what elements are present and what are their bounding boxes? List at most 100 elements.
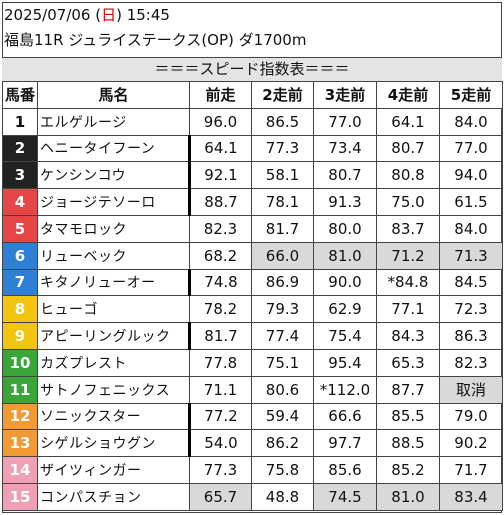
horse-name: キタノリューオー	[37, 268, 191, 297]
speed-index-value: 75.1	[251, 348, 314, 377]
speed-index-value: 78.2	[189, 295, 252, 324]
col-header-horse-name: 馬名	[37, 81, 190, 109]
speed-index-value: 71.1	[189, 375, 252, 404]
horse-number: 9	[2, 322, 38, 350]
speed-index-value: 95.4	[313, 348, 377, 377]
day-of-week: 日	[101, 6, 117, 24]
horse-number: 4	[2, 188, 38, 216]
table-row: 8 ヒューゴ 78.2 79.3 62.9 77.1 72.3	[2, 295, 503, 324]
speed-index-value: 68.2	[189, 241, 252, 270]
table-row: 6 リューベック 68.2 66.0 81.0 71.2 71.3	[2, 241, 503, 270]
horse-number: 8	[2, 295, 38, 324]
horse-name: ソニックスター	[37, 402, 191, 431]
speed-index-value: 71.3	[439, 241, 503, 270]
speed-index-value: 77.8	[189, 348, 252, 377]
horse-number: 10	[2, 348, 38, 377]
speed-index-value: 80.8	[376, 161, 440, 190]
horse-name: ザイツィンガー	[37, 456, 190, 484]
speed-index-value: 77.0	[313, 107, 377, 136]
speed-index-value: 96.0	[189, 107, 252, 136]
horse-name: ヘニータイフーン	[37, 134, 191, 163]
table-row: 12 ソニックスター 77.2 59.4 66.6 85.5 79.0	[2, 402, 503, 431]
col-header-5-races-ago: 5走前	[439, 81, 503, 109]
speed-index-value: *84.8	[376, 268, 440, 297]
speed-index-value: 88.7	[189, 188, 252, 216]
table-row: 13 シゲルショウグン 54.0 86.2 97.7 88.5 90.2	[2, 429, 503, 458]
horse-name: ケンシンコウ	[37, 161, 191, 190]
speed-index-value: 取消	[439, 375, 503, 404]
speed-index-value: 79.0	[439, 402, 503, 431]
table-row: 4 ジョージテソーロ 88.7 78.1 91.3 75.0 61.5	[2, 188, 503, 216]
speed-index-value: 77.1	[376, 295, 440, 324]
horse-name: ヒューゴ	[37, 295, 190, 324]
speed-index-value: 86.2	[251, 429, 314, 458]
table-body: 1 エルゲルージ 96.0 86.5 77.0 64.1 84.0 2 ヘニータイフーン 64.1…	[2, 107, 503, 511]
datetime-suffix: ) 15:45	[116, 6, 170, 24]
speed-index-value: 87.7	[376, 375, 440, 404]
col-header-3-races-ago: 3走前	[313, 81, 377, 109]
speed-index-value: 92.1	[189, 161, 252, 190]
speed-index-value: 84.3	[376, 322, 440, 350]
speed-index-value: 77.3	[251, 134, 314, 163]
horse-number: 11	[2, 375, 38, 404]
speed-index-value: 83.7	[376, 214, 440, 243]
speed-index-value: 82.3	[189, 214, 252, 243]
speed-index-value: 62.9	[313, 295, 377, 324]
horse-name: ジョージテソーロ	[37, 188, 191, 216]
speed-index-value: 77.4	[251, 322, 314, 350]
speed-index-value: 66.0	[251, 241, 314, 270]
horse-number: 1	[2, 107, 38, 136]
horse-number: 13	[2, 429, 38, 458]
header-row: 馬番 馬名 前走 2走前 3走前 4走前 5走前	[2, 81, 503, 109]
speed-index-value: 58.1	[251, 161, 314, 190]
horse-number: 5	[2, 214, 38, 243]
horse-name: タマモロック	[37, 214, 190, 243]
speed-index-value: 90.0	[313, 268, 377, 297]
speed-index-value: *112.0	[313, 375, 377, 404]
horse-number: 12	[2, 402, 38, 431]
speed-index-value: 75.4	[313, 322, 377, 350]
speed-index-value: 81.7	[251, 214, 314, 243]
table-row: 11 サトノフェニックス 71.1 80.6 *112.0 87.7 取消	[2, 375, 503, 404]
speed-index-value: 65.7	[189, 482, 252, 511]
col-header-number: 馬番	[2, 81, 38, 109]
horse-number: 2	[2, 134, 38, 163]
speed-index-value: 61.5	[439, 188, 503, 216]
speed-index-value: 77.0	[439, 134, 503, 163]
table-row: 7 キタノリューオー 74.8 86.9 90.0 *84.8 84.5	[2, 268, 503, 297]
speed-index-value: 85.2	[376, 456, 440, 484]
speed-index-value: 48.8	[251, 482, 314, 511]
table-row: 1 エルゲルージ 96.0 86.5 77.0 64.1 84.0	[2, 107, 503, 136]
horse-name: コンパスチョン	[37, 482, 190, 511]
col-header-last-race: 前走	[189, 81, 252, 109]
speed-index-value: 77.3	[189, 456, 252, 484]
speed-index-value: 94.0	[439, 161, 503, 190]
datetime-prefix: 2025/07/06 (	[4, 6, 102, 24]
speed-index-value: 80.7	[376, 134, 440, 163]
horse-name: リューベック	[37, 241, 190, 270]
col-header-4-races-ago: 4走前	[376, 81, 440, 109]
speed-index-value: 88.5	[376, 429, 440, 458]
speed-index-value: 85.6	[313, 456, 377, 484]
horse-name: エルゲルージ	[37, 107, 190, 136]
speed-index-value: 81.0	[376, 482, 440, 511]
speed-index-value: 80.6	[251, 375, 314, 404]
table-row: 3 ケンシンコウ 92.1 58.1 80.7 80.8 94.0	[2, 161, 503, 190]
speed-index-value: 77.2	[189, 402, 252, 431]
speed-index-value: 90.2	[439, 429, 503, 458]
speed-index-value: 79.3	[251, 295, 314, 324]
speed-index-value: 71.7	[439, 456, 503, 484]
speed-index-value: 74.5	[313, 482, 377, 511]
horse-number: 3	[2, 161, 38, 190]
horse-number: 15	[2, 482, 38, 511]
speed-index-value: 84.5	[439, 268, 503, 297]
speed-index-value: 97.7	[313, 429, 377, 458]
horse-number: 6	[2, 241, 38, 270]
table-row: 5 タマモロック 82.3 81.7 80.0 83.7 84.0	[2, 214, 503, 243]
table-row: 10 カズプレスト 77.8 75.1 95.4 65.3 82.3	[2, 348, 503, 377]
horse-number: 7	[2, 268, 38, 297]
speed-index-value: 86.5	[251, 107, 314, 136]
speed-index-value: 75.8	[251, 456, 314, 484]
speed-index-value: 75.0	[376, 188, 440, 216]
speed-index-value: 71.2	[376, 241, 440, 270]
